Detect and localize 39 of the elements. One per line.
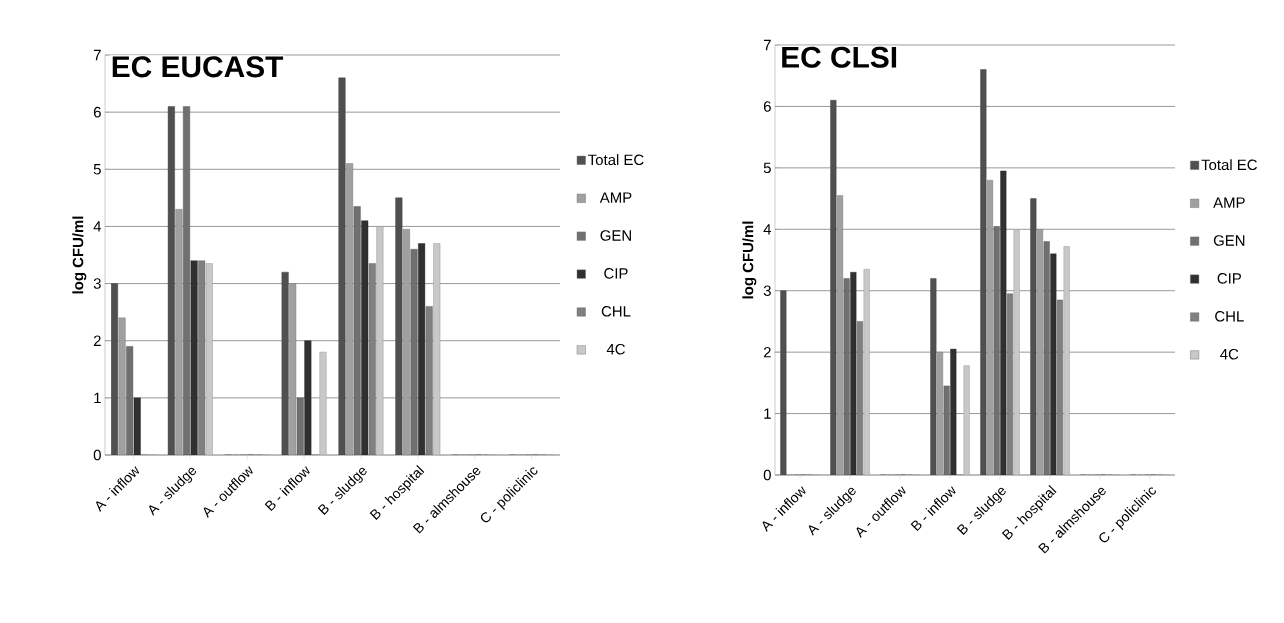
legend-label: Total EC bbox=[588, 154, 644, 166]
y-tick-label: 4 bbox=[763, 224, 772, 235]
y-tick-label: 2 bbox=[93, 335, 101, 346]
y-axis-title: log CFU/ml bbox=[72, 216, 87, 294]
y-tick-label: 7 bbox=[763, 39, 771, 51]
y-tick-label: 0 bbox=[93, 449, 101, 461]
bar bbox=[175, 209, 183, 455]
legend-label: GEN bbox=[600, 230, 631, 241]
y-tick-label: 6 bbox=[93, 106, 101, 118]
y-tick-label: 6 bbox=[763, 101, 771, 112]
y-tick-label: 3 bbox=[763, 285, 771, 296]
y-tick-label: 5 bbox=[763, 162, 771, 174]
bar bbox=[376, 226, 384, 455]
legend-label: CHL bbox=[601, 306, 631, 317]
legend-label: Total EC bbox=[1201, 159, 1257, 171]
y-axis-title: log CFU/ml bbox=[742, 221, 757, 299]
legend-label: CHL bbox=[1215, 311, 1244, 322]
bar bbox=[338, 77, 346, 455]
chart-title: EC CLSI bbox=[782, 46, 897, 68]
legend-label: CIP bbox=[1217, 273, 1241, 284]
y-tick-label: 3 bbox=[93, 278, 101, 289]
bar bbox=[190, 260, 198, 455]
y-tick-label: 7 bbox=[93, 49, 101, 61]
y-tick-label: 0 bbox=[763, 469, 771, 481]
y-tick-label: 4 bbox=[93, 221, 102, 232]
chart-title: EC EUCAST bbox=[112, 56, 284, 78]
bar bbox=[395, 197, 403, 455]
legend-label: AMP bbox=[1213, 197, 1245, 208]
legend-label: 4C bbox=[1220, 348, 1239, 360]
legend-label: 4C bbox=[606, 343, 625, 355]
legend-label: GEN bbox=[1213, 235, 1245, 246]
legend-label: CIP bbox=[604, 268, 628, 279]
y-tick-label: 2 bbox=[763, 346, 771, 358]
y-tick-label: 5 bbox=[93, 164, 101, 175]
y-tick-label: 1 bbox=[94, 392, 101, 403]
bar bbox=[319, 351, 327, 455]
legend-label: AMP bbox=[599, 192, 632, 203]
bar bbox=[281, 271, 289, 455]
y-tick-label: 1 bbox=[764, 408, 771, 419]
